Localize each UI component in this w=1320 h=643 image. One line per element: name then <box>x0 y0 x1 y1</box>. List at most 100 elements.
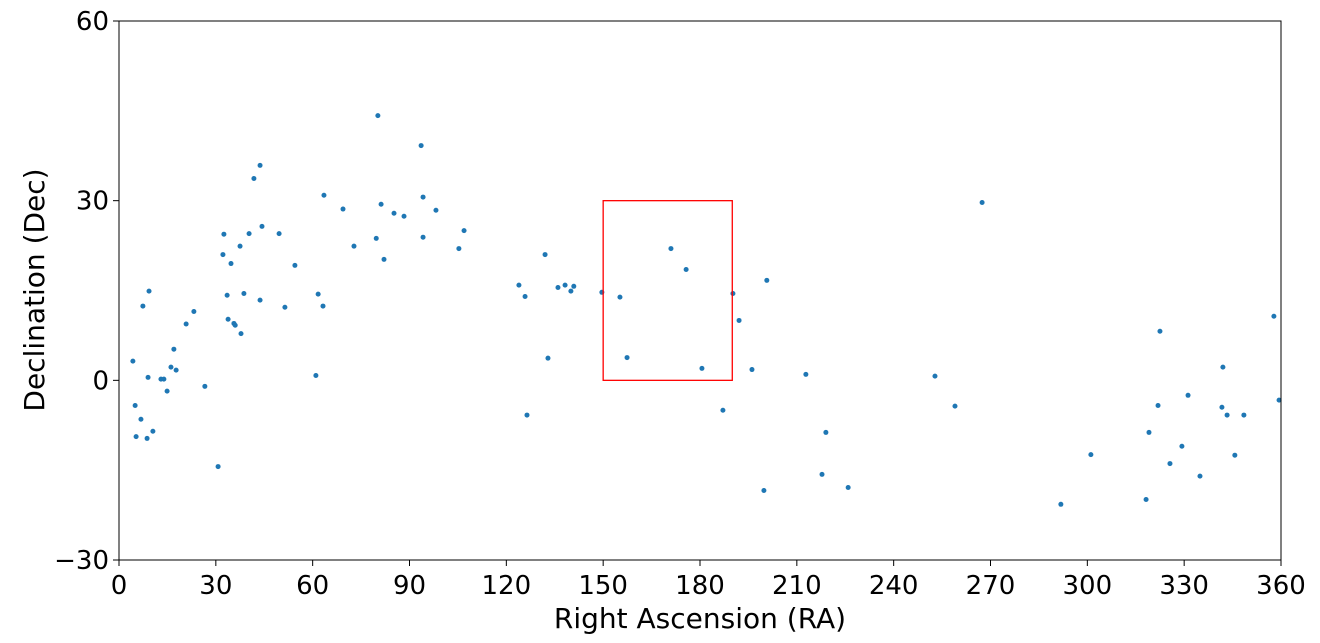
point <box>1157 328 1163 334</box>
point <box>420 194 426 200</box>
point <box>624 355 630 361</box>
point <box>1179 443 1185 449</box>
point <box>202 383 208 389</box>
point <box>183 321 189 327</box>
point <box>542 252 548 258</box>
point <box>803 371 809 377</box>
x-tick-label: 90 <box>393 571 426 601</box>
point <box>237 243 243 249</box>
point <box>562 282 568 288</box>
point <box>375 113 381 119</box>
point <box>845 485 851 491</box>
point <box>1143 497 1149 503</box>
x-tick-label: 60 <box>296 571 329 601</box>
point <box>257 297 263 303</box>
point <box>144 435 150 441</box>
point <box>736 317 742 323</box>
point <box>1146 429 1152 435</box>
point <box>138 416 144 422</box>
point <box>315 291 321 297</box>
point <box>522 293 528 299</box>
point <box>545 355 551 361</box>
point <box>313 373 319 379</box>
point <box>1167 461 1173 467</box>
point <box>140 303 146 309</box>
point <box>568 288 574 294</box>
x-tick-label: 0 <box>111 571 128 601</box>
point <box>321 192 327 198</box>
x-tick-label: 150 <box>578 571 628 601</box>
point <box>132 402 138 408</box>
point <box>225 316 231 322</box>
point <box>168 364 174 370</box>
point <box>1155 402 1161 408</box>
point <box>1088 452 1094 458</box>
point <box>1219 404 1225 410</box>
point <box>516 282 522 288</box>
point <box>232 322 238 328</box>
point <box>761 488 767 494</box>
point <box>456 246 462 252</box>
point <box>173 367 179 373</box>
point <box>241 290 247 296</box>
point <box>191 308 197 314</box>
point <box>1224 412 1230 418</box>
point <box>1241 412 1247 418</box>
point <box>378 201 384 207</box>
point <box>130 358 136 364</box>
point <box>555 285 561 291</box>
x-tick-label: 210 <box>772 571 822 601</box>
point <box>221 231 227 237</box>
point <box>764 277 770 283</box>
point <box>932 373 938 379</box>
plot-frame <box>118 20 1282 561</box>
point <box>373 235 379 241</box>
x-tick-label: 360 <box>1256 571 1306 601</box>
point <box>215 464 221 470</box>
x-tick-label: 120 <box>482 571 532 601</box>
point <box>320 303 326 309</box>
point <box>220 252 226 258</box>
point <box>979 199 985 205</box>
point <box>524 412 530 418</box>
point <box>282 304 288 310</box>
point <box>433 207 439 213</box>
x-tick-label: 300 <box>1063 571 1113 601</box>
x-tick-label: 240 <box>869 571 919 601</box>
point <box>1185 392 1191 398</box>
point <box>292 262 298 268</box>
point <box>391 210 397 216</box>
point <box>418 143 424 149</box>
point <box>1232 452 1238 458</box>
point <box>146 288 152 294</box>
point <box>164 388 170 394</box>
point <box>461 228 467 234</box>
x-tick-label: 180 <box>675 571 725 601</box>
point <box>351 243 357 249</box>
point <box>1271 313 1277 319</box>
point <box>823 429 829 435</box>
point <box>259 223 265 229</box>
x-axis-label: Right Ascension (RA) <box>554 602 846 635</box>
point <box>668 246 674 252</box>
point <box>749 367 755 373</box>
point <box>381 256 387 262</box>
point <box>1276 397 1282 403</box>
point <box>571 283 577 289</box>
point <box>617 294 623 300</box>
y-tick-label: 30 <box>76 187 109 217</box>
x-tick-label: 330 <box>1159 571 1209 601</box>
point <box>1058 501 1064 507</box>
point <box>150 428 156 434</box>
x-tick-label: 30 <box>199 571 232 601</box>
y-tick-label: −30 <box>54 546 109 576</box>
point <box>683 267 689 273</box>
point <box>1220 364 1226 370</box>
point <box>720 407 726 413</box>
point <box>145 374 151 380</box>
point <box>238 331 244 337</box>
point <box>401 213 407 219</box>
point <box>246 231 252 237</box>
point <box>420 234 426 240</box>
